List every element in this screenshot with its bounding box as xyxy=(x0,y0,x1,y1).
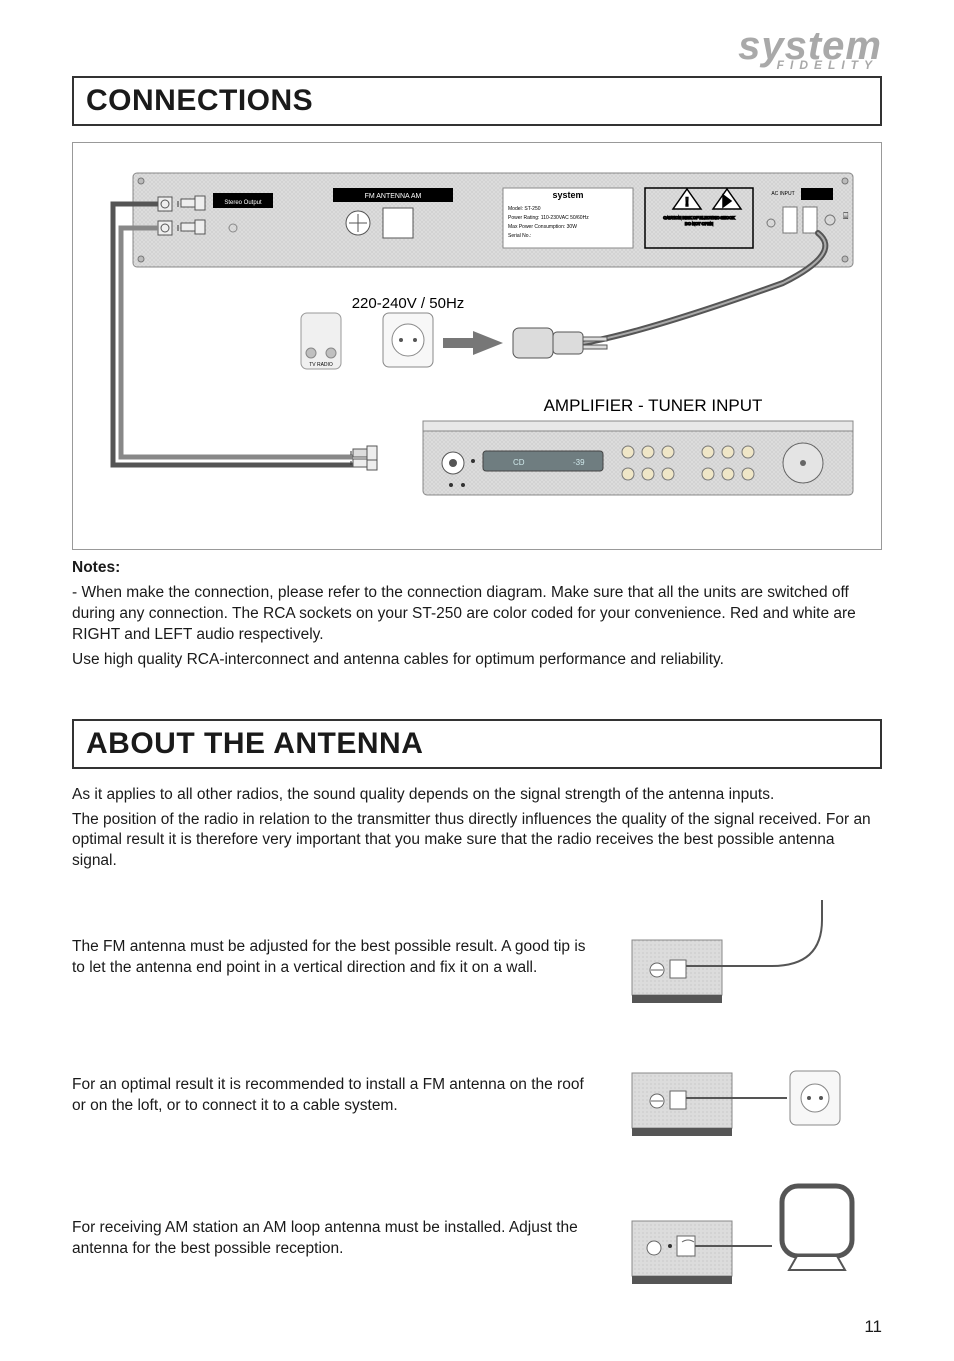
antenna-fm-roof-illustration xyxy=(622,1043,882,1148)
connections-diagram: Stereo Output FM ANTENNA AM system Model… xyxy=(72,142,882,550)
remote-labels: TV RADIO xyxy=(309,362,333,368)
antenna-intro-2: The position of the radio in relation to… xyxy=(72,810,882,873)
notes-p1: - When make the connection, please refer… xyxy=(72,583,882,646)
antenna-am-loop-illustration xyxy=(622,1176,882,1301)
svg-text:!: ! xyxy=(685,195,689,209)
notes-p2: Use high quality RCA-interconnect and an… xyxy=(72,650,882,671)
antenna-intro-1: As it applies to all other radios, the s… xyxy=(72,785,882,806)
antenna-row-fm-wire: The FM antenna must be adjusted for the … xyxy=(72,900,882,1015)
section-connections-title: CONNECTIONS xyxy=(72,76,882,126)
amp-label: AMPLIFIER - TUNER INPUT xyxy=(544,396,763,415)
antenna-bar-label: FM ANTENNA AM xyxy=(365,193,422,200)
page-number: 11 xyxy=(864,1317,882,1337)
svg-text:⌸: ⌸ xyxy=(843,211,849,221)
svg-text:DO NOT OPEN: DO NOT OPEN xyxy=(685,221,713,226)
voltage-label: 220-240V / 50Hz xyxy=(352,295,465,312)
svg-text:-39: -39 xyxy=(573,458,585,467)
rca-label: Stereo Output xyxy=(224,200,262,206)
brand-logo: system FIDELITY xyxy=(738,28,882,71)
svg-text:CD: CD xyxy=(513,458,525,467)
plate-cons: Max Power Consumption: 30W xyxy=(508,224,577,230)
plate-model: Model: ST-250 xyxy=(508,206,541,212)
plate-serial: Serial No.: xyxy=(508,233,531,239)
antenna-fm-wire-illustration xyxy=(622,900,882,1015)
plate-brand: system xyxy=(552,190,583,200)
antenna-am-loop-text: For receiving AM station an AM loop ante… xyxy=(72,1218,598,1260)
antenna-row-am-loop: For receiving AM station an AM loop ante… xyxy=(72,1176,882,1301)
notes-heading: Notes: xyxy=(72,558,882,579)
antenna-row-fm-roof: For an optimal result it is recommended … xyxy=(72,1043,882,1148)
plate-power: Power Rating: 110-230VAC 50/60Hz xyxy=(508,215,589,221)
antenna-fm-roof-text: For an optimal result it is recommended … xyxy=(72,1075,598,1117)
section-antenna-title: ABOUT THE ANTENNA xyxy=(72,719,882,769)
antenna-fm-wire-text: The FM antenna must be adjusted for the … xyxy=(72,937,598,979)
svg-text:CAUTION RISK OF ELECTRIC SHOCK: CAUTION RISK OF ELECTRIC SHOCK xyxy=(663,215,735,220)
ac-input-label: AC INPUT xyxy=(771,191,794,197)
